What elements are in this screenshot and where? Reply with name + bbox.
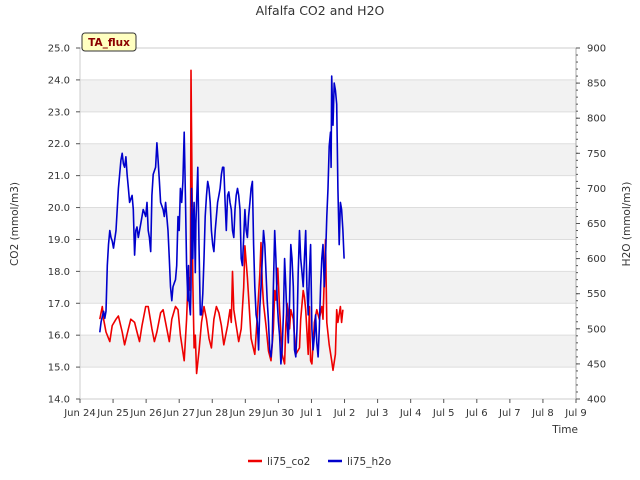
y-axis-label: CO2 (mmol/m3)	[9, 182, 21, 266]
x-tick-label: Jul 9	[564, 408, 587, 419]
x-tick-label: Jul 2	[333, 408, 356, 419]
x-tick-label: Jun 30	[262, 408, 295, 419]
x-tick-label: Jun 25	[96, 408, 129, 419]
legend-label-co2: li75_co2	[267, 456, 310, 468]
background-band	[80, 239, 576, 272]
y-tick-label: 20.0	[48, 203, 70, 214]
x-tick-label: Jun 24	[63, 408, 96, 419]
x-tick-label: Jul 7	[498, 408, 521, 419]
y-tick-label: 15.0	[48, 363, 70, 374]
y-tick-label: 22.0	[48, 139, 70, 150]
series-lines	[99, 69, 345, 375]
background-band	[80, 111, 576, 144]
legend: li75_co2 li75_h2o	[248, 456, 391, 468]
y2-tick-label: 900	[587, 44, 606, 55]
y-tick-label: 18.0	[48, 267, 70, 278]
x-tick-label: Jun 28	[196, 408, 229, 419]
x-axis: Jun 24 Jun 25 Jun 26 Jun 27 Jun 28 Jun 29 Jun …	[63, 399, 587, 419]
y2-tick-label: 750	[587, 149, 606, 160]
y2-tick-label: 450	[587, 359, 606, 370]
y2-tick-label: 400	[587, 395, 606, 406]
y-axis-right: 400 450 500 550 600 650 700 750 800 850 900	[575, 44, 606, 406]
y-tick-label: 25.0	[48, 44, 70, 55]
y-tick-label: 17.0	[48, 299, 70, 310]
ta-flux-badge: TA_flux	[81, 32, 137, 52]
y-tick-label: 21.0	[48, 171, 70, 182]
series-line-li75_h2o	[99, 75, 345, 365]
y2-tick-label: 850	[587, 79, 606, 90]
y-tick-label: 19.0	[48, 235, 70, 246]
background-band	[80, 207, 576, 240]
y2-tick-label: 550	[587, 289, 606, 300]
x-tick-label: Jun 27	[162, 408, 195, 419]
x-tick-label: Jun 26	[129, 408, 162, 419]
y2-tick-label: 650	[587, 219, 606, 230]
y2-tick-label: 500	[587, 324, 606, 335]
y-tick-label: 14.0	[48, 395, 70, 406]
badge-label: TA_flux	[88, 37, 130, 49]
y2-tick-label: 800	[587, 114, 606, 125]
x-tick-label: Jul 5	[432, 408, 455, 419]
background-bands	[80, 48, 576, 399]
background-band	[80, 48, 576, 80]
x-tick-label: Jun 29	[229, 408, 262, 419]
series-line-li75_co2	[99, 69, 344, 375]
y2-tick-label: 700	[587, 184, 606, 195]
background-band	[80, 79, 576, 112]
x-tick-label: Jul 3	[366, 408, 389, 419]
background-band	[80, 367, 576, 399]
x-tick-label: Jul 1	[300, 408, 323, 419]
y-tick-label: 24.0	[48, 75, 70, 86]
y-tick-label: 16.0	[48, 331, 70, 342]
legend-label-h2o: li75_h2o	[347, 456, 391, 468]
y2-tick-label: 600	[587, 254, 606, 265]
y-tick-label: 23.0	[48, 107, 70, 118]
x-tick-label: Jul 8	[531, 408, 554, 419]
badge-box	[81, 32, 137, 52]
background-band	[80, 271, 576, 304]
x-axis-label: Time	[551, 424, 578, 436]
x-tick-label: Jul 6	[465, 408, 488, 419]
y2-axis-label: H2O (mmol/m3)	[621, 182, 633, 267]
chart-title: Alfalfa CO2 and H2O	[256, 3, 385, 18]
y-axis-left: 14.0 15.0 16.0 17.0 18.0 19.0 20.0 21.0 22.0 23.0…	[48, 44, 80, 406]
x-tick-label: Jul 4	[399, 408, 422, 419]
